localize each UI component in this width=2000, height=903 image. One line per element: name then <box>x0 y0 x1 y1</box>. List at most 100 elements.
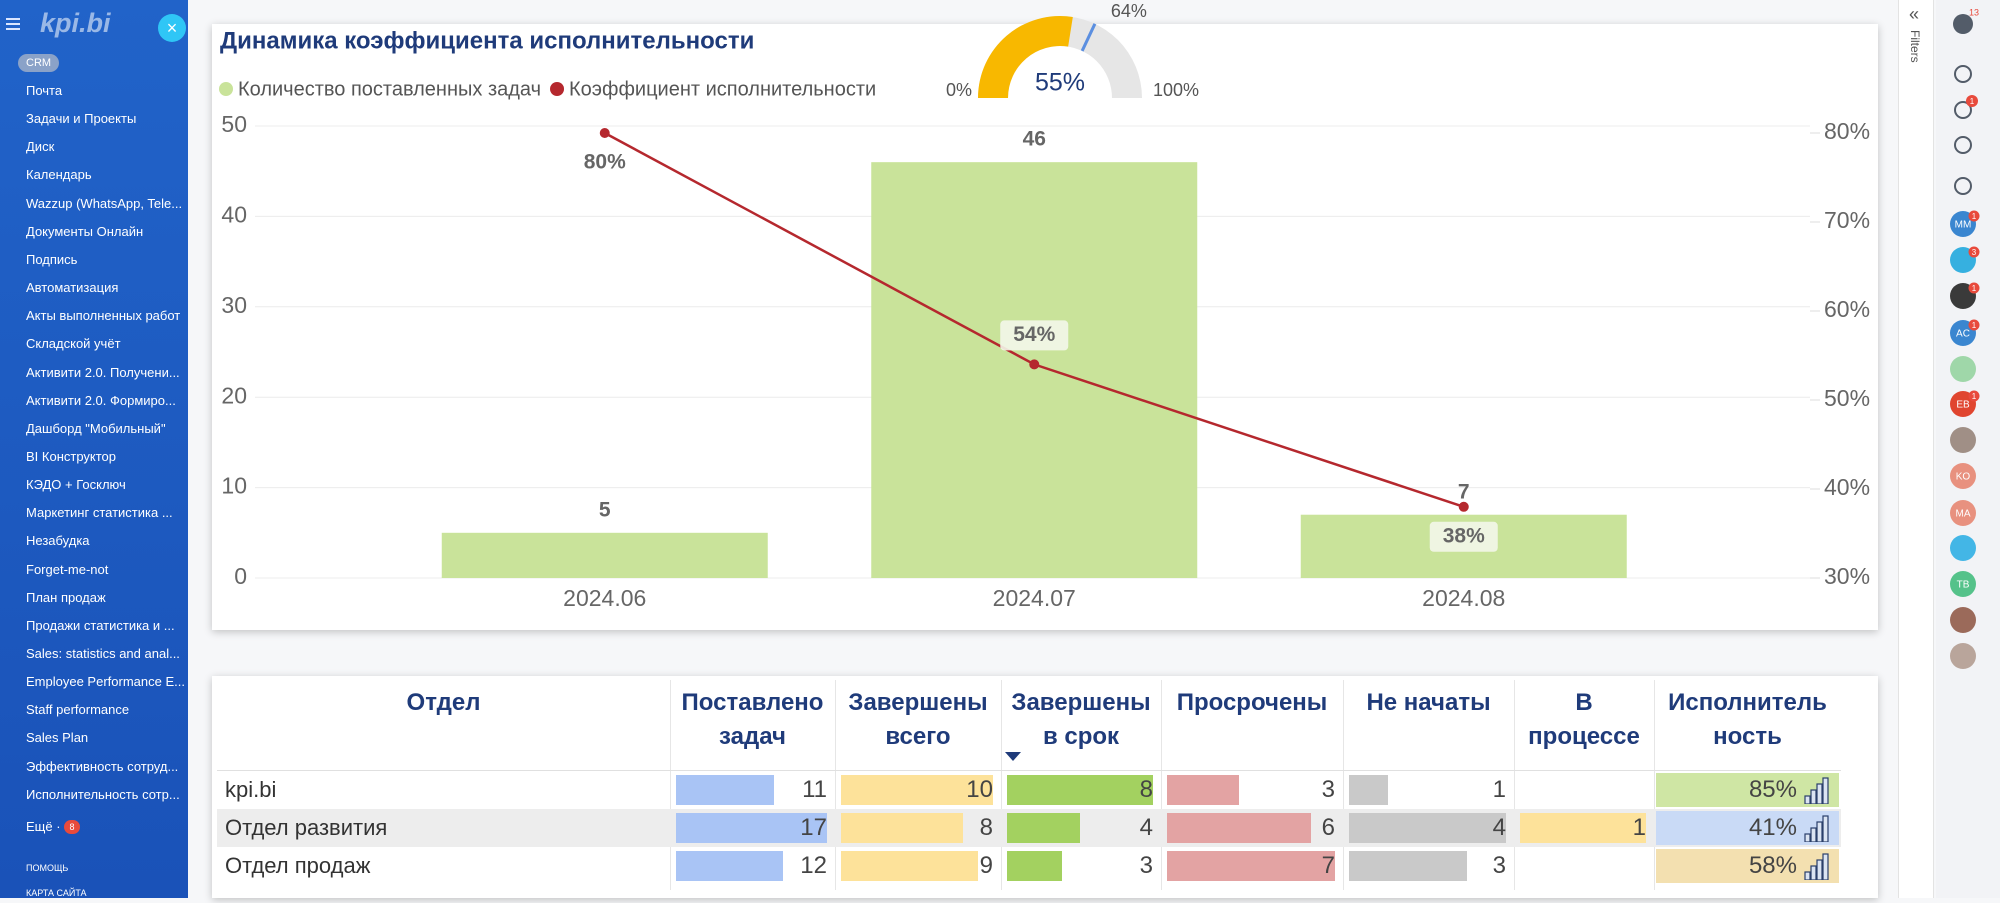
icon-bar <box>1816 783 1823 804</box>
avatar[interactable] <box>1950 500 1976 526</box>
column-header[interactable]: Просрочены <box>1176 689 1328 716</box>
menu-item[interactable]: Складской учёт <box>26 336 121 352</box>
avatar-photo[interactable] <box>1950 427 1976 453</box>
menu-item[interactable]: Исполнительность сотр... <box>26 786 180 802</box>
column-header[interactable]: Завершены <box>1011 689 1151 716</box>
filters-label[interactable]: Filters <box>1908 30 1922 63</box>
row-name[interactable]: Отдел продаж <box>225 853 371 878</box>
cell-value: 10 <box>966 776 993 803</box>
menu-item[interactable]: КЭДО + Госключ <box>26 477 126 493</box>
column-header[interactable]: задач <box>719 723 786 750</box>
column-header[interactable]: в срок <box>1042 723 1120 750</box>
data-bar <box>1167 851 1335 881</box>
data-bar <box>1007 775 1153 805</box>
column-header[interactable]: всего <box>885 723 951 750</box>
column-divider <box>1343 680 1344 890</box>
tool-icon[interactable] <box>1954 177 1972 195</box>
avatar-photo[interactable] <box>1950 535 1976 561</box>
data-bar <box>1007 851 1062 881</box>
menu-item[interactable]: Задачи и Проекты <box>26 111 137 127</box>
chart-icon[interactable] <box>1803 852 1831 880</box>
chart-icon[interactable] <box>1803 776 1831 804</box>
menu-item[interactable]: Активити 2.0. Получени... <box>26 364 180 380</box>
cell-value: 6 <box>1321 814 1335 841</box>
menu-more[interactable]: Ещё · <box>26 818 61 834</box>
row-name[interactable]: Отдел развития <box>225 815 388 840</box>
menu-item[interactable]: Автоматизация <box>26 280 119 296</box>
icon-bar <box>1810 789 1817 804</box>
legend-label: Коэффициент исполнительности <box>569 78 876 100</box>
avatar-photo[interactable] <box>1950 643 1976 669</box>
logo[interactable]: kpi.bi <box>40 8 111 38</box>
menu-item[interactable]: Диск <box>26 139 55 155</box>
bar <box>441 532 768 578</box>
avatar[interactable] <box>1950 571 1976 597</box>
gauge-value: 55% <box>1035 69 1085 97</box>
menu-item[interactable]: Продажи статистика и ... <box>26 617 175 633</box>
data-bar <box>676 775 774 805</box>
data-bar <box>841 813 963 843</box>
tool-icon[interactable] <box>1954 65 1972 83</box>
menu-item[interactable]: Дашборд "Мобильный" <box>26 420 166 436</box>
line-label: 38% <box>1443 524 1485 547</box>
menu-item[interactable]: Employee Performance E... <box>26 674 185 690</box>
column-divider <box>1514 680 1515 890</box>
x-tick-label: 2024.07 <box>993 585 1076 611</box>
help-icon[interactable] <box>1953 14 1973 34</box>
avatar[interactable] <box>1950 463 1976 489</box>
line-label: 54% <box>1013 323 1055 346</box>
menu-item[interactable]: Незабудка <box>26 533 90 549</box>
tool-icon[interactable] <box>1954 136 1972 154</box>
tool-icon[interactable] <box>1954 101 1972 119</box>
row-name[interactable]: kpi.bi <box>225 777 277 802</box>
data-bar <box>1167 813 1311 843</box>
menu-icon[interactable] <box>6 18 22 32</box>
menu-item[interactable]: Почта <box>26 83 63 98</box>
y2-tick-label: 80% <box>1824 118 1870 144</box>
menu-item[interactable]: План продаж <box>26 589 106 605</box>
column-header[interactable]: Завершены <box>848 689 988 716</box>
sitemap-link[interactable]: КАРТА САЙТА <box>26 888 87 898</box>
menu-item[interactable]: Календарь <box>26 167 92 183</box>
collapse-icon[interactable]: « <box>1909 4 1920 24</box>
column-header[interactable]: Не начаты <box>1366 689 1491 716</box>
data-bar <box>1007 813 1080 843</box>
column-header[interactable]: процессе <box>1528 723 1640 750</box>
avatar-initials: EB <box>1956 400 1970 411</box>
menu-item[interactable]: Wazzup (WhatsApp, Tele... <box>26 195 183 211</box>
avatar-photo[interactable] <box>1950 356 1976 382</box>
x-tick-label: 2024.08 <box>1422 585 1505 611</box>
avatar-badge: 1 <box>1972 392 1977 401</box>
x-tick-label: 2024.06 <box>563 585 646 611</box>
bell-badge: 1 <box>1970 97 1975 106</box>
chart-icon[interactable] <box>1803 814 1831 842</box>
help-link[interactable]: ПОМОЩЬ <box>26 863 69 873</box>
cell-value: 17 <box>800 814 827 841</box>
menu-item[interactable]: Маркетинг статистика ... <box>26 505 173 521</box>
column-header[interactable]: В <box>1575 689 1593 716</box>
menu-item[interactable]: Акты выполненных работ <box>26 308 181 324</box>
data-bar <box>1349 813 1506 843</box>
menu-item[interactable]: Активити 2.0. Формиро... <box>26 392 176 408</box>
menu-item[interactable]: Sales Plan <box>26 730 89 746</box>
menu-item[interactable]: Подпись <box>26 251 78 267</box>
crm-badge[interactable]: CRM <box>18 54 60 72</box>
close-button[interactable]: × <box>158 14 186 42</box>
column-header[interactable]: Отдел <box>406 689 481 716</box>
menu-item[interactable]: Forget-me-not <box>26 561 109 577</box>
column-header[interactable]: ность <box>1713 723 1782 750</box>
column-header[interactable]: Исполнитель <box>1668 689 1827 716</box>
menu-item[interactable]: Sales: statistics and anal... <box>26 646 180 661</box>
menu-item[interactable]: Эффективность сотруд... <box>26 758 179 774</box>
menu-item[interactable]: BI Конструктор <box>26 448 117 464</box>
sidebar: kpi.bi CRM Почта Задачи и Проекты Диск Кале… <box>0 0 188 898</box>
avatar-photo[interactable] <box>1950 607 1976 633</box>
menu-item[interactable]: Документы Онлайн <box>26 223 144 239</box>
chart: Динамика коэффициента исполнительности Ко… <box>219 1 1870 611</box>
avatar-badge: 1 <box>1972 212 1977 221</box>
icon-bar <box>1822 777 1829 804</box>
menu-item[interactable]: Staff performance <box>26 702 130 718</box>
column-header[interactable]: Поставлено <box>681 689 824 716</box>
